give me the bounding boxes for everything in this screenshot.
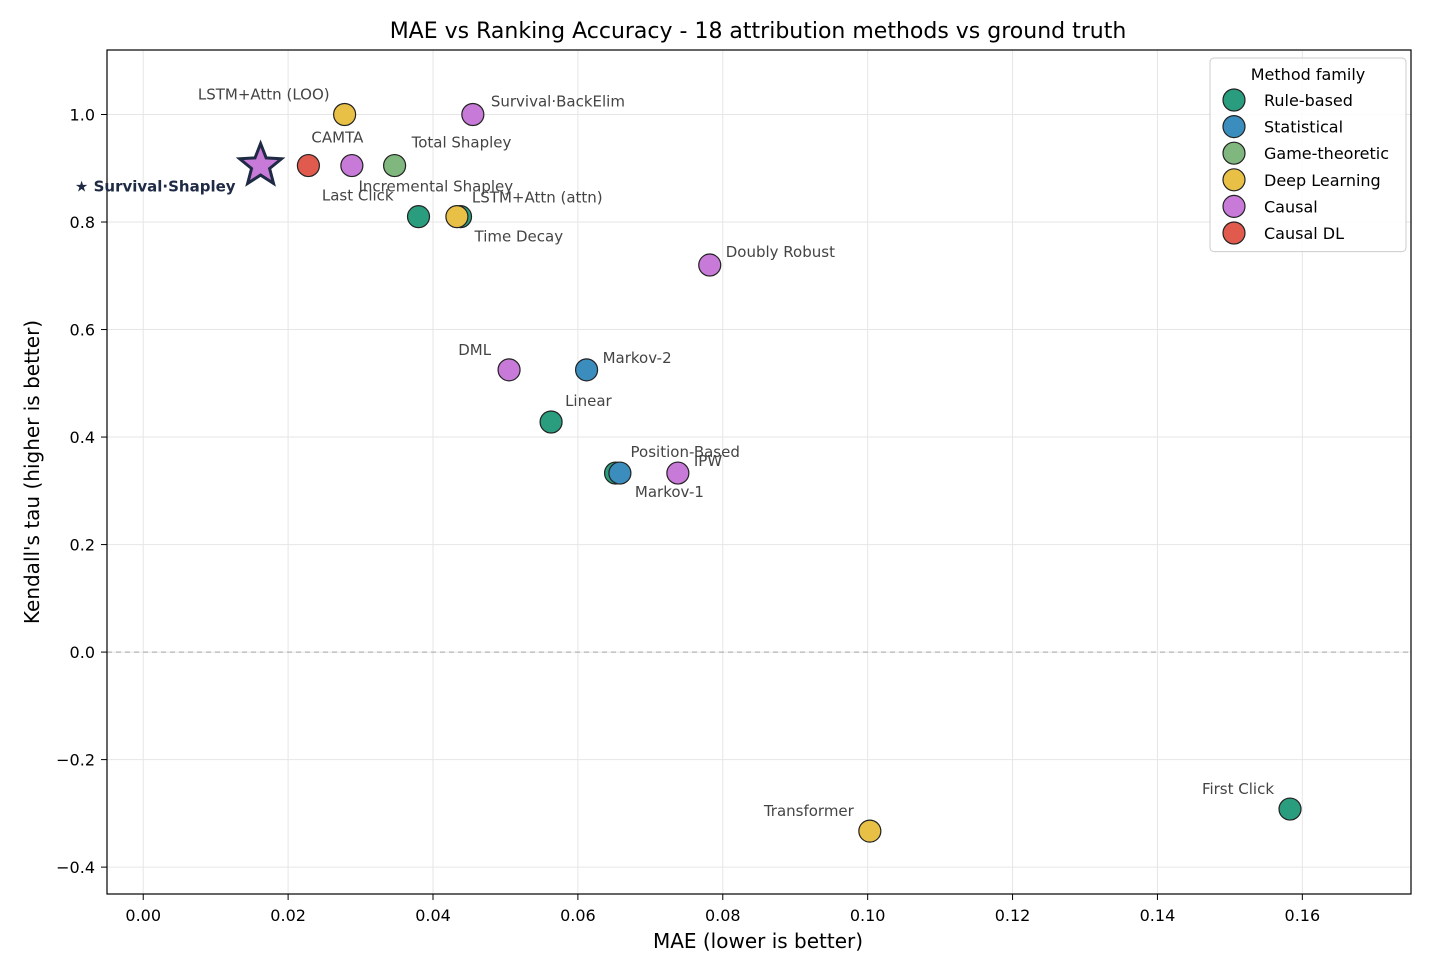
point-label: LSTM+Attn (attn) bbox=[472, 189, 603, 207]
data-points bbox=[235, 102, 1302, 843]
y-tick-label: 0.8 bbox=[70, 213, 95, 232]
point-label: Linear bbox=[565, 392, 612, 410]
legend-label: Statistical bbox=[1264, 118, 1343, 137]
chart-title: MAE vs Ranking Accuracy - 18 attribution… bbox=[390, 19, 1127, 44]
point-label: IPW bbox=[694, 452, 722, 470]
y-tick-label: 1.0 bbox=[70, 106, 95, 125]
point-label: Position-Based bbox=[631, 443, 740, 461]
legend-label: Causal DL bbox=[1264, 224, 1344, 243]
x-axis: 0.00 0.02 0.04 0.06 0.08 0.10 0.12 0.14 0.16 bbox=[125, 894, 1320, 925]
x-tick-label: 0.12 bbox=[995, 906, 1031, 925]
y-tick-label: 0.4 bbox=[70, 428, 95, 447]
point-label: Markov-1 bbox=[635, 483, 704, 501]
y-tick-label: −0.2 bbox=[56, 751, 95, 770]
scatter-point bbox=[406, 205, 431, 229]
legend-box bbox=[1209, 57, 1407, 253]
point-label: CAMTA bbox=[311, 129, 364, 147]
x-tick-label: 0.16 bbox=[1285, 906, 1321, 925]
scatter-point bbox=[1278, 797, 1302, 821]
legend-marker bbox=[1222, 168, 1246, 192]
x-tick-label: 0.08 bbox=[705, 906, 741, 925]
x-tick-label: 0.14 bbox=[1140, 906, 1176, 925]
x-tick-label: 0.06 bbox=[560, 906, 596, 925]
y-tick-label: −0.4 bbox=[56, 858, 95, 877]
legend-title: Method family bbox=[1251, 65, 1365, 84]
point-label: Transformer bbox=[763, 802, 855, 820]
legend-label: Causal bbox=[1264, 197, 1318, 216]
scatter-point bbox=[461, 102, 485, 127]
point-label: LSTM+Attn (LOO) bbox=[198, 86, 330, 104]
legend-marker bbox=[1222, 221, 1246, 245]
y-axis-title: Kendall's tau (higher is better) bbox=[20, 320, 44, 624]
x-tick-label: 0.04 bbox=[415, 906, 451, 925]
x-tick-label: 0.00 bbox=[125, 906, 161, 925]
legend-label: Deep Learning bbox=[1264, 171, 1381, 190]
legend-label: Game-theoretic bbox=[1264, 144, 1389, 163]
point-label: First Click bbox=[1202, 780, 1274, 798]
point-label: Incremental Shapley bbox=[359, 178, 514, 196]
scatter-point bbox=[666, 461, 690, 485]
y-axis: −0.4 −0.2 0.0 0.2 0.4 0.6 0.8 1.0 bbox=[56, 106, 107, 877]
x-axis-title: MAE (lower is better) bbox=[653, 929, 863, 953]
point-labels: ★ Survival·Shapley CAMTA LSTM+Attn (LOO) La… bbox=[75, 86, 1274, 821]
scatter-point bbox=[539, 410, 563, 434]
scatter-point bbox=[383, 153, 407, 178]
scatter-point bbox=[296, 153, 320, 178]
plot-frame bbox=[106, 49, 1412, 895]
x-tick-label: 0.02 bbox=[270, 906, 306, 925]
scatter-point bbox=[333, 102, 357, 127]
legend-label: Rule-based bbox=[1264, 91, 1353, 110]
x-tick-label: 0.10 bbox=[850, 906, 886, 925]
legend-marker bbox=[1222, 88, 1246, 112]
scatter-point bbox=[698, 253, 722, 277]
legend-marker bbox=[1222, 114, 1246, 139]
scatter-point bbox=[445, 205, 469, 229]
point-label: Last Click bbox=[322, 187, 394, 205]
scatter-point bbox=[858, 819, 882, 843]
point-label: Markov-2 bbox=[603, 349, 672, 367]
point-label: Time Decay bbox=[474, 228, 564, 246]
y-tick-label: 0.0 bbox=[70, 643, 95, 662]
y-tick-label: 0.6 bbox=[70, 321, 95, 340]
point-label: Total Shapley bbox=[411, 134, 512, 152]
point-label: DML bbox=[458, 341, 491, 359]
point-label: Doubly Robust bbox=[726, 243, 835, 261]
legend-marker bbox=[1222, 141, 1246, 165]
scatter-point bbox=[340, 153, 364, 178]
scatter-point bbox=[574, 358, 599, 382]
point-label: ★ Survival·Shapley bbox=[75, 178, 236, 196]
legend: Method family Rule-based Statistical Game-t… bbox=[1209, 57, 1407, 253]
highlight-star-marker bbox=[235, 139, 286, 187]
legend-marker bbox=[1222, 194, 1246, 218]
scatter-point bbox=[497, 358, 521, 382]
y-tick-label: 0.2 bbox=[70, 536, 95, 555]
scatter-point bbox=[608, 461, 632, 485]
point-label: Survival·BackElim bbox=[491, 93, 625, 111]
